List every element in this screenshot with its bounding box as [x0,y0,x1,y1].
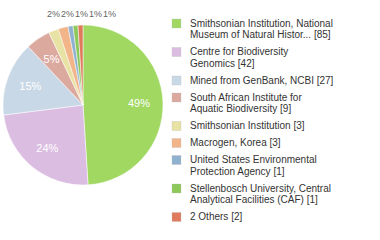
chart: 49%24%15%5%2%2%1%1%1%Smithsonian Institu… [0,0,380,240]
legend-line: United States Environmental [190,154,317,165]
data-label: 2% [61,9,74,19]
legend-label: 2 Others [2] [190,211,242,222]
legend-label: Mined from GenBank, NCBI [27] [190,75,334,86]
data-labels: 49%24%15%5%2%2%1%1%1% [19,9,150,154]
legend-swatch [172,122,181,131]
data-label: 1% [89,9,102,19]
legend-line: Genomics [42] [190,58,255,69]
legend-label: United States EnvironmentalProtection Ag… [190,154,317,177]
legend-swatch [172,184,181,193]
legend-swatch [172,156,181,165]
legend-line: Stellenbosch University, Central [190,183,331,194]
pie-slice [78,25,83,105]
legend-line: South African Institute for [190,92,302,103]
data-label: 5% [44,53,60,65]
legend-swatch [172,93,181,102]
data-label: 2% [47,9,60,19]
pie-slice [68,26,83,105]
legend-label: South African Institute forAquatic Biodi… [190,92,302,115]
pie [3,25,163,185]
legend-label: Macrogen, Korea [3] [190,137,281,148]
legend-line: Macrogen, Korea [3] [190,137,281,148]
legend-swatch [172,19,181,28]
pie-slice [73,25,83,105]
legend-line: Smithsonian Institution, National [190,18,333,29]
data-label: 1% [103,9,116,19]
legend-line: Centre for Biodiversity [190,46,288,57]
legend-label: Smithsonian Institution [3] [190,120,305,131]
pie-slice [83,25,163,185]
legend-line: Mined from GenBank, NCBI [27] [190,75,334,86]
data-label: 1% [75,9,88,19]
data-label: 24% [36,142,58,154]
legend-line: Museum of Natural Histor... [85] [190,29,331,40]
legend-swatch [172,48,181,57]
legend-swatch [172,76,181,85]
legend-line: Aquatic Biodiversity [9] [190,103,291,114]
legend-label: Centre for BiodiversityGenomics [42] [190,46,288,69]
legend-line: Protection Agency [1] [190,166,285,177]
legend-line: Smithsonian Institution [3] [190,120,305,131]
legend-label: Smithsonian Institution, NationalMuseum … [190,18,333,41]
legend-line: Analytical Facilities (CAF) [1] [190,194,318,205]
legend-swatch [172,139,181,148]
pie-slice [4,105,88,185]
data-label: 49% [128,97,150,109]
legend-label: Stellenbosch University, CentralAnalytic… [190,183,331,206]
legend-line: 2 Others [2] [190,211,242,222]
legend-swatch [172,213,181,222]
data-label: 15% [19,80,41,92]
legend: Smithsonian Institution, NationalMuseum … [172,18,334,223]
